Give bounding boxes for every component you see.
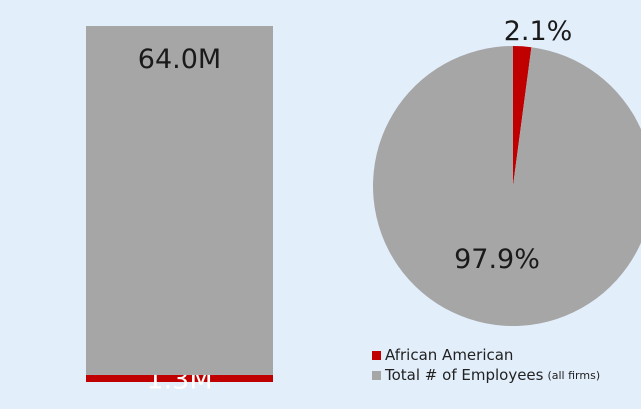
legend-note: (all firms) [547,368,601,382]
legend-swatch-red [372,350,381,360]
bar-segment-1 [86,26,273,375]
pie-slice-1 [373,46,641,326]
bar-segment-0 [86,374,273,382]
pie-data-label: 97.9% [454,244,540,275]
legend: African American Total # of Employees (a… [372,345,600,385]
legend-label: Total # of Employees [385,366,544,384]
pie-data-label: 2.1% [504,16,573,47]
bar-data-label: 64.0M [138,44,221,75]
legend-item-african-american: African American [372,345,600,365]
legend-swatch-gray [372,370,381,380]
legend-label: African American [385,346,514,364]
pie-slice-0 [513,46,532,186]
legend-item-total-employees: Total # of Employees (all firms) [372,365,600,385]
